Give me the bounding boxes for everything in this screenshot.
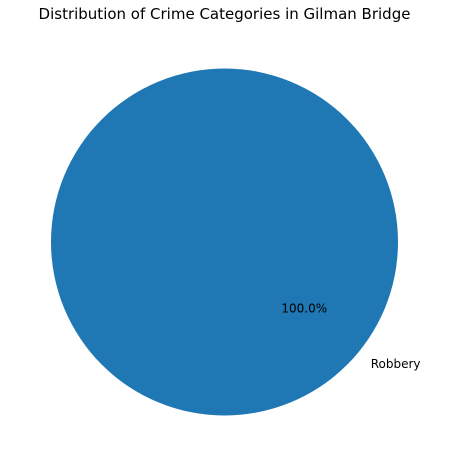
slice-label-robbery: Robbery xyxy=(371,357,421,371)
slice-percent-robbery: 100.0% xyxy=(281,301,327,315)
chart-title: Distribution of Crime Categories in Gilm… xyxy=(39,5,411,23)
pie-slices xyxy=(51,68,398,416)
pie-slice-robbery xyxy=(51,68,398,416)
pie-labels: Robbery 100.0% xyxy=(281,301,420,371)
